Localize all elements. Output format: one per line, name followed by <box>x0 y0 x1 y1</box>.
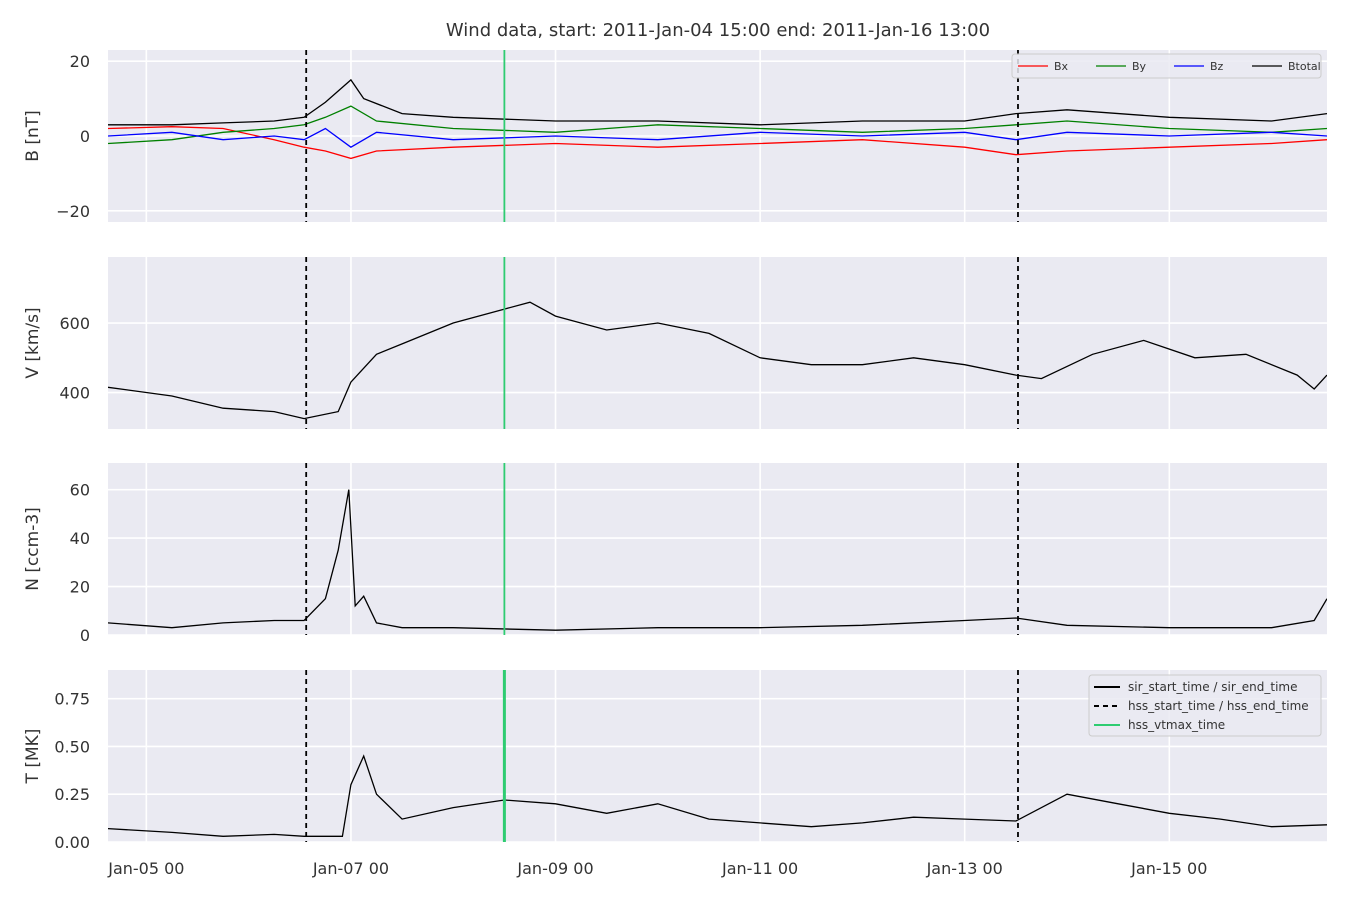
y-tick-label: 0.25 <box>54 785 90 804</box>
series-line-bz <box>108 127 1327 148</box>
x-tick-label: Jan-07 00 <box>312 859 389 878</box>
panel-background <box>108 257 1327 429</box>
legend-label: By <box>1132 60 1147 73</box>
panel-background <box>108 463 1327 635</box>
x-tick-label: Jan-09 00 <box>516 859 593 878</box>
y-axis-label: V [km/s] <box>23 307 43 378</box>
series-line-by <box>108 105 1327 145</box>
legend-label: hss_vtmax_time <box>1128 718 1225 732</box>
legend-frame <box>1088 674 1322 737</box>
series-line-velocity <box>108 301 1327 420</box>
legend-label: sir_start_time / sir_end_time <box>1128 680 1298 694</box>
y-tick-label: 0.75 <box>54 690 90 709</box>
y-tick-label: 400 <box>59 384 90 403</box>
b-legend: Bx By Bz Btotal <box>1011 53 1322 79</box>
figure-title: Wind data, start: 2011-Jan-04 15:00 end:… <box>446 20 990 41</box>
x-tick-label: Jan-05 00 <box>107 859 184 878</box>
legend-label: hss_start_time / hss_end_time <box>1128 699 1309 713</box>
y-tick-label: −20 <box>56 202 90 221</box>
series-line-temperature <box>108 754 1327 837</box>
event-legend: sir_start_time / sir_end_time hss_start_t… <box>1088 674 1322 737</box>
x-tick-labels: Jan-05 00 Jan-07 00 Jan-09 00 Jan-11 00 Jan-… <box>107 859 1207 878</box>
y-tick-label: 20 <box>70 52 90 71</box>
x-tick-label: Jan-15 00 <box>1130 859 1207 878</box>
legend-label: Btotal <box>1288 60 1321 73</box>
legend-label: Bz <box>1210 60 1224 73</box>
temperature-panel: 0.75 0.50 0.25 0.00 T [MK] sir_start_time / s… <box>23 670 1327 852</box>
y-axis-label: B [nT] <box>23 110 43 162</box>
y-tick-label: 60 <box>70 481 90 500</box>
y-tick-label: 40 <box>70 529 90 548</box>
legend-frame <box>1011 53 1322 79</box>
series-line-density <box>108 489 1327 631</box>
y-axis-label: N [ccm-3] <box>23 507 43 591</box>
y-tick-label: 0 <box>80 127 90 146</box>
series-line-bx <box>108 126 1327 160</box>
y-tick-label: 600 <box>59 314 90 333</box>
y-tick-label: 0 <box>80 626 90 645</box>
y-tick-label: 20 <box>70 578 90 597</box>
y-axis-label: T [MK] <box>23 729 43 785</box>
b-field-panel: 20 0 −20 B [nT] Bx By Bz Btotal <box>23 50 1327 222</box>
velocity-panel: 600 400 V [km/s] <box>23 257 1327 429</box>
x-tick-label: Jan-11 00 <box>721 859 798 878</box>
density-panel: 60 40 20 0 N [ccm-3] <box>23 463 1327 645</box>
x-tick-label: Jan-13 00 <box>926 859 1003 878</box>
legend-label: Bx <box>1054 60 1069 73</box>
y-tick-label: 0.00 <box>54 833 90 852</box>
y-tick-label: 0.50 <box>54 737 90 756</box>
